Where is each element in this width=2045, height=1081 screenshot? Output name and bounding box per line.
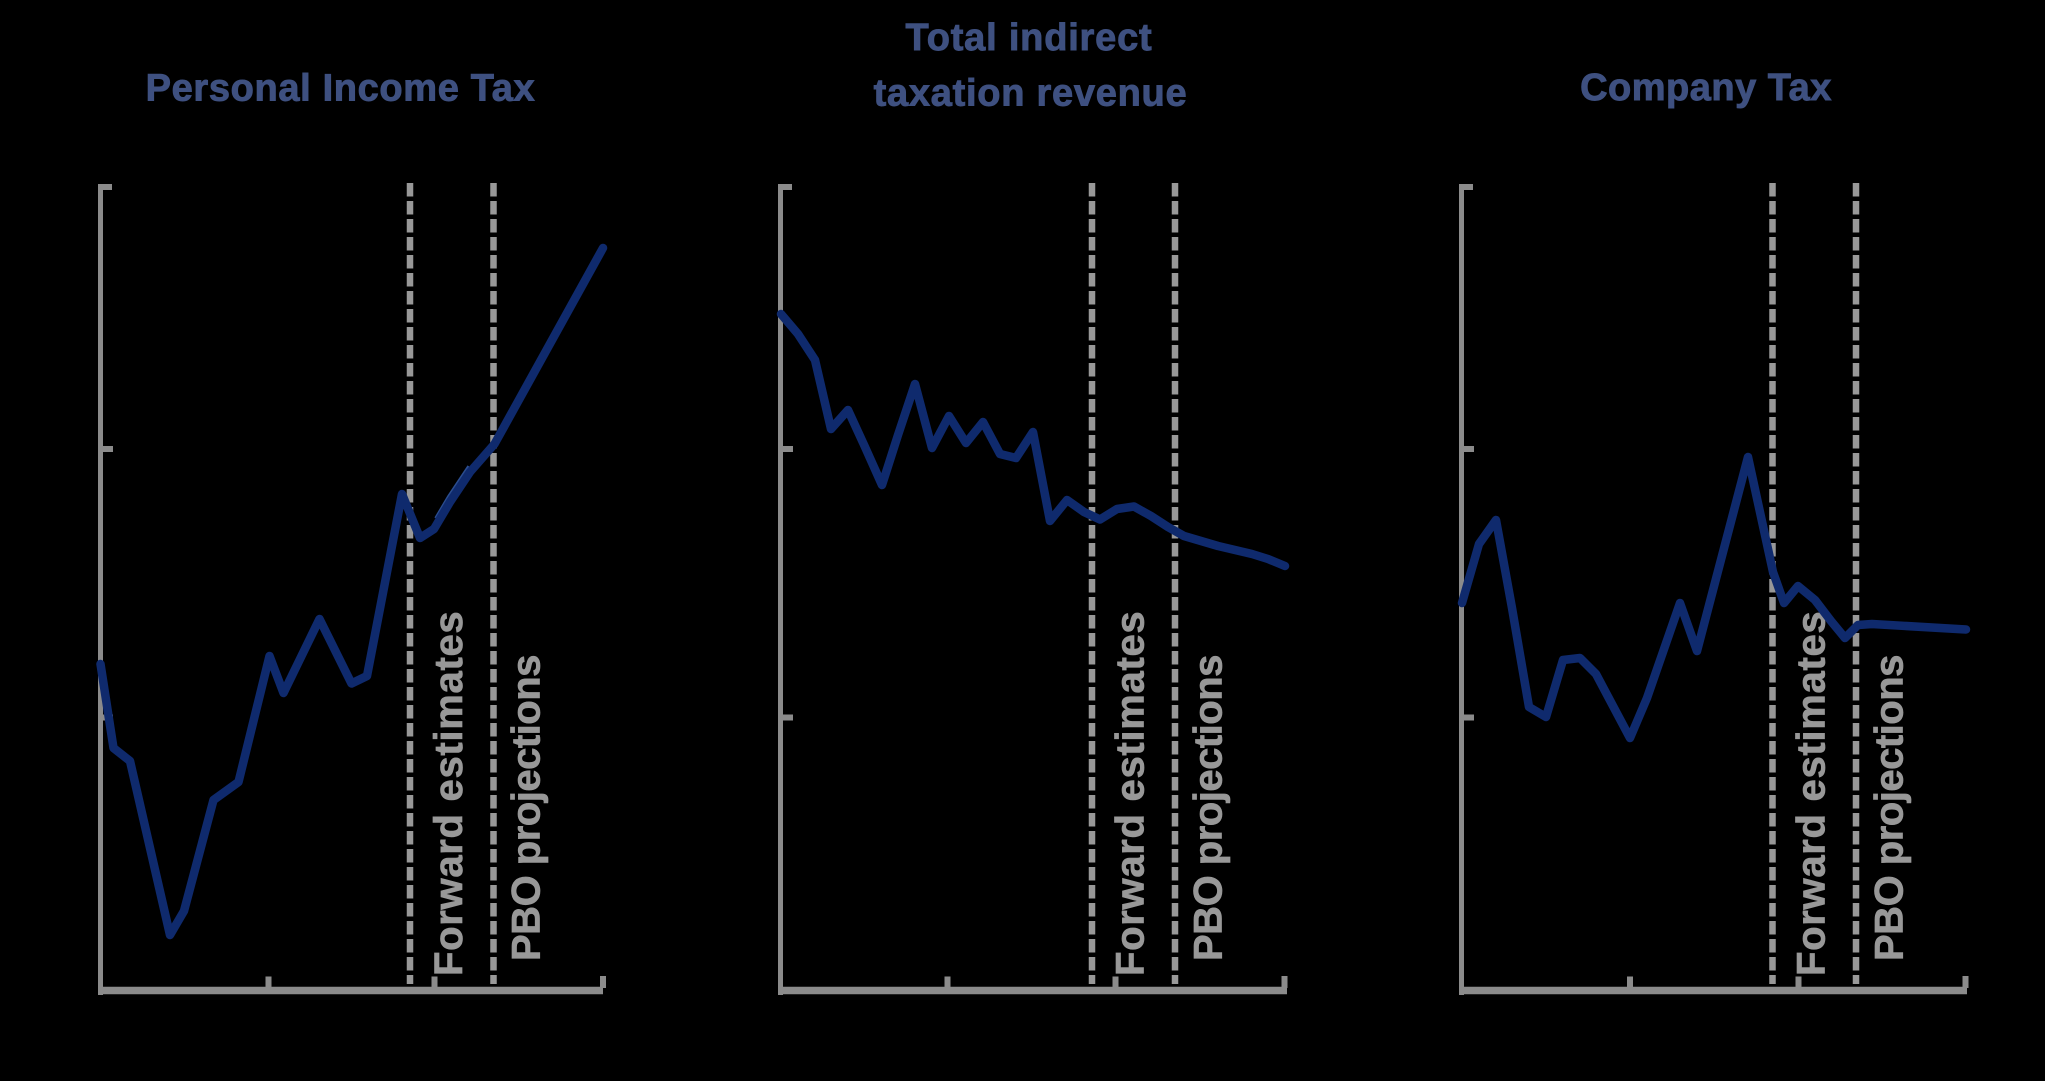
svg-text:Company Tax: Company Tax: [1580, 67, 1832, 109]
svg-text:Total indirect: Total indirect: [906, 17, 1153, 59]
svg-text:Forward estimates: Forward estimates: [1109, 611, 1153, 976]
svg-text:PBO projections: PBO projections: [1868, 655, 1912, 961]
svg-text:PBO projections: PBO projections: [1187, 655, 1231, 961]
svg-text:Forward estimates: Forward estimates: [427, 611, 471, 976]
svg-text:Forward estimates: Forward estimates: [1790, 611, 1834, 976]
svg-text:PBO projections: PBO projections: [505, 655, 549, 961]
svg-text:taxation revenue: taxation revenue: [874, 73, 1188, 115]
svg-text:Personal Income Tax: Personal Income Tax: [146, 68, 536, 110]
